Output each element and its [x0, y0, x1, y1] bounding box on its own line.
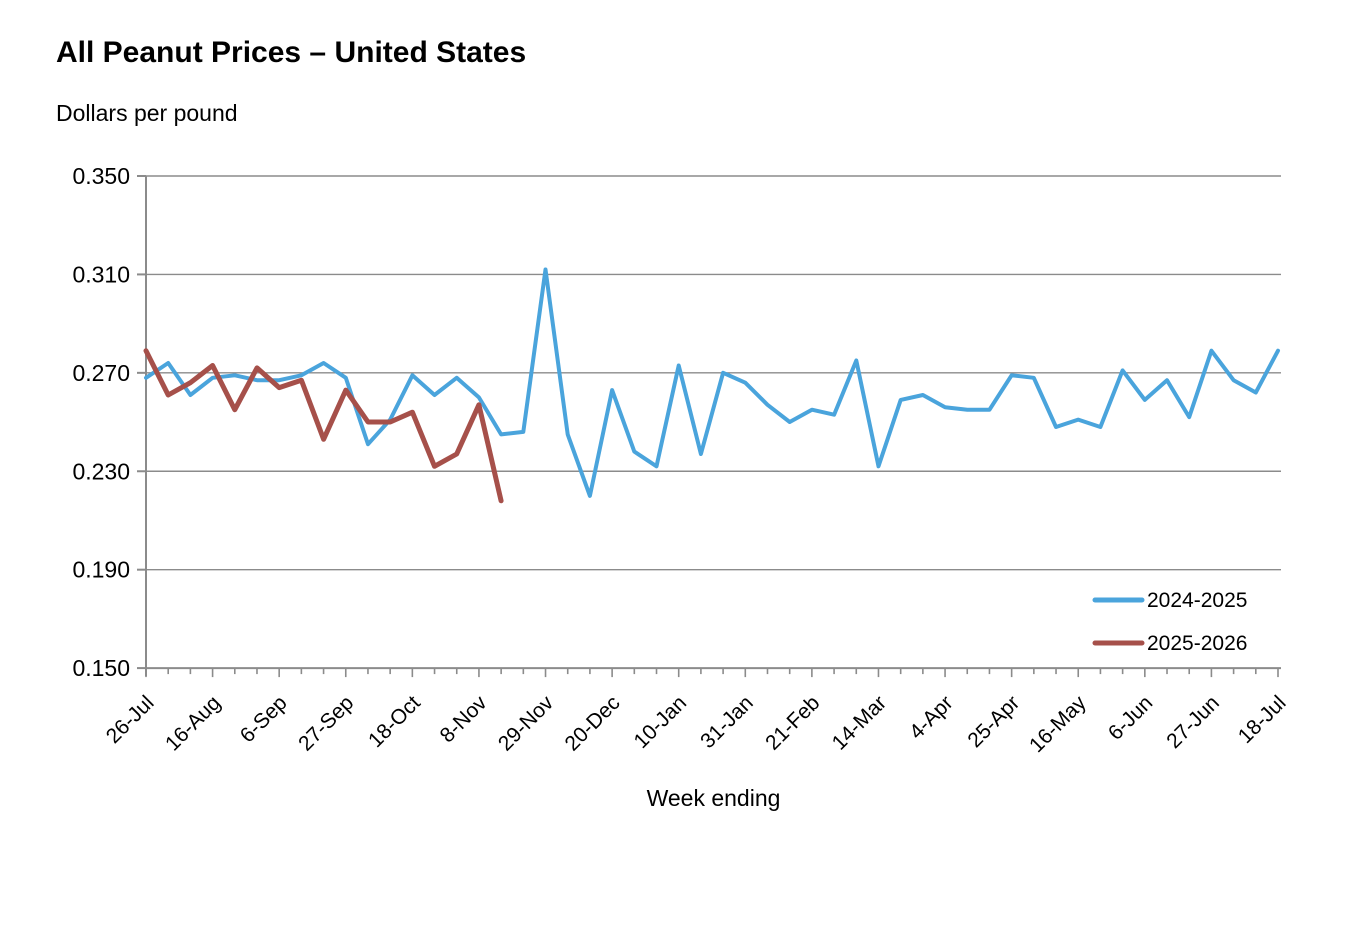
x-tick-label: 26-Jul: [102, 691, 159, 748]
x-axis-title: Week ending: [647, 785, 781, 811]
page-title: All Peanut Prices – United States: [56, 36, 527, 69]
x-tick-label: 27-Sep: [294, 691, 358, 755]
y-tick-label: 0.150: [72, 655, 130, 681]
x-tick-label: 31-Jan: [696, 691, 758, 753]
x-tick-label: 6-Jun: [1104, 691, 1157, 744]
y-tick-label: 0.230: [72, 458, 130, 484]
y-tick-label: 0.310: [72, 261, 130, 287]
x-tick-label: 8-Nov: [436, 691, 492, 747]
x-tick-label: 6-Sep: [236, 691, 292, 747]
x-tick-label: 4-Apr: [905, 691, 958, 744]
x-tick-label: 18-Oct: [364, 691, 425, 752]
y-tick-label: 0.190: [72, 557, 130, 583]
series-line-2024-2025: [144, 267, 1280, 498]
x-tick-label: 29-Nov: [494, 691, 558, 755]
x-tick-label: 10-Jan: [630, 691, 692, 753]
legend-label-2024-2025: 2024-2025: [1147, 589, 1247, 612]
x-tick-label: 27-Jun: [1162, 691, 1224, 753]
x-tick-label: 25-Apr: [963, 691, 1024, 752]
x-tick-label: 18-Jul: [1234, 691, 1291, 748]
y-tick-label: 0.350: [72, 163, 130, 189]
x-tick-label: 16-Aug: [161, 691, 225, 755]
x-tick-label: 16-May: [1025, 691, 1091, 757]
chart-units-subtitle: Dollars per pound: [56, 100, 238, 126]
x-tick-label: 21-Feb: [761, 691, 824, 754]
legend-label-2025-2026: 2025-2026: [1147, 632, 1247, 655]
x-tick-label: 14-Mar: [828, 691, 891, 754]
x-tick-label: 20-Dec: [561, 691, 625, 755]
y-tick-label: 0.270: [72, 360, 130, 386]
series-line-2025-2026: [143, 348, 504, 504]
